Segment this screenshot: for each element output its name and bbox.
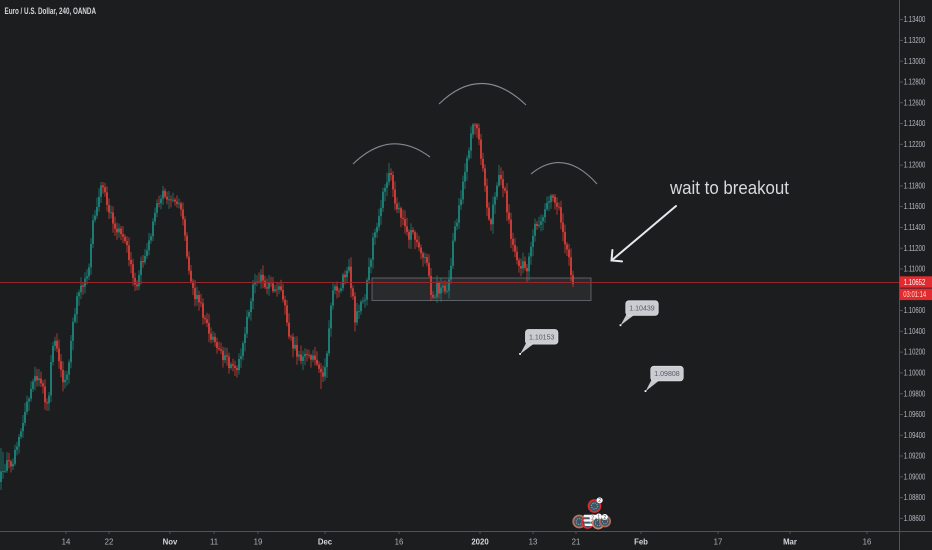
svg-text:1.11800: 1.11800	[904, 182, 926, 191]
svg-text:1.11600: 1.11600	[904, 202, 926, 211]
svg-text:2: 2	[598, 498, 601, 504]
svg-text:11: 11	[210, 538, 218, 547]
svg-text:17: 17	[714, 538, 723, 547]
svg-text:Dec: Dec	[318, 538, 333, 547]
svg-text:1.09600: 1.09600	[904, 410, 926, 419]
svg-text:14: 14	[62, 538, 71, 547]
svg-text:1.12800: 1.12800	[904, 78, 926, 87]
svg-text:1.10439: 1.10439	[629, 304, 654, 313]
svg-text:1.09000: 1.09000	[904, 472, 926, 481]
svg-text:Nov: Nov	[163, 538, 178, 547]
svg-text:1.08800: 1.08800	[904, 493, 926, 502]
svg-text:1.12600: 1.12600	[904, 98, 926, 107]
svg-text:Feb: Feb	[634, 538, 648, 547]
svg-text:1.11200: 1.11200	[904, 244, 926, 253]
svg-text:1.12200: 1.12200	[904, 140, 926, 149]
svg-text:1.12000: 1.12000	[904, 161, 926, 170]
svg-text:1.09808: 1.09808	[654, 369, 679, 378]
svg-text:1.08600: 1.08600	[904, 514, 926, 523]
svg-text:19: 19	[254, 538, 263, 547]
svg-text:1: 1	[597, 514, 600, 520]
svg-text:16: 16	[395, 538, 404, 547]
svg-text:1.13400: 1.13400	[904, 15, 926, 24]
svg-text:1.12400: 1.12400	[904, 119, 926, 128]
svg-text:22: 22	[105, 538, 114, 547]
svg-text:1.09800: 1.09800	[904, 389, 926, 398]
svg-text:1.10000: 1.10000	[904, 369, 926, 378]
svg-text:1.10400: 1.10400	[904, 327, 926, 336]
svg-text:1.10200: 1.10200	[904, 348, 926, 357]
svg-text:1.11400: 1.11400	[904, 223, 926, 232]
svg-text:2: 2	[591, 515, 594, 521]
svg-text:21: 21	[572, 538, 581, 547]
svg-text:1.13000: 1.13000	[904, 57, 926, 66]
svg-text:1.09400: 1.09400	[904, 431, 926, 440]
svg-text:2020: 2020	[471, 538, 489, 547]
svg-text:1.13200: 1.13200	[904, 36, 926, 45]
svg-text:Mar: Mar	[783, 538, 797, 547]
svg-text:Euro / U.S. Dollar, 240, OANDA: Euro / U.S. Dollar, 240, OANDA	[5, 6, 97, 16]
svg-text:03:01:14: 03:01:14	[903, 290, 926, 299]
svg-text:13: 13	[529, 538, 538, 547]
svg-text:16: 16	[863, 538, 872, 547]
svg-text:2: 2	[603, 515, 606, 521]
svg-text:wait to breakout: wait to breakout	[669, 177, 789, 198]
svg-text:1.10153: 1.10153	[529, 332, 554, 341]
svg-text:1.10600: 1.10600	[904, 306, 926, 315]
svg-text:1.10652: 1.10652	[904, 278, 926, 287]
svg-text:1.11000: 1.11000	[904, 265, 926, 274]
svg-text:1.09200: 1.09200	[904, 452, 926, 461]
